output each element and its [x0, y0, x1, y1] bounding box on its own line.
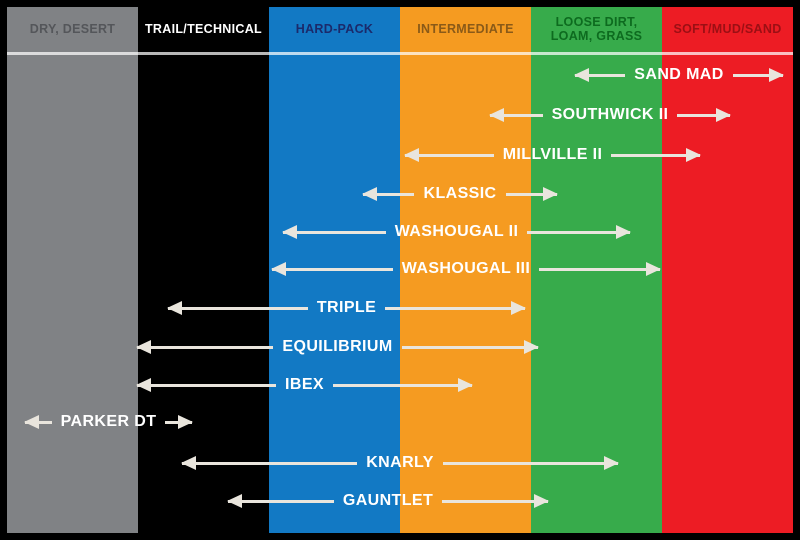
arrow-left-icon [490, 113, 543, 117]
terrain-column-trail-technical: TRAIL/TECHNICAL [138, 7, 269, 533]
terrain-header-loose-dirt: LOOSE DIRT, LOAM, GRASS [550, 14, 643, 43]
arrow-left-icon [168, 306, 308, 310]
arrow-right-icon [442, 499, 548, 503]
arrow-right-icon [332, 383, 473, 387]
header-divider [400, 52, 531, 55]
header-divider [662, 52, 793, 55]
arrow-right-icon [165, 420, 192, 424]
tire-range-row[interactable]: GAUNTLET [228, 488, 548, 514]
tire-range-row[interactable]: WASHOUGAL II [283, 219, 630, 245]
tire-model-label: EQUILIBRIUM [282, 338, 393, 355]
arrow-left-icon [272, 267, 393, 271]
tire-range-row[interactable]: SOUTHWICK II [490, 102, 731, 128]
tire-model-label: GAUNTLET [342, 492, 434, 509]
tire-model-label: IBEX [285, 376, 324, 393]
tire-model-label: TRIPLE [316, 299, 377, 316]
arrow-left-icon [575, 73, 626, 77]
arrow-left-icon [283, 230, 386, 234]
tire-range-row[interactable]: KLASSIC [363, 181, 557, 207]
tire-model-label: KLASSIC [423, 185, 497, 202]
arrow-left-icon [182, 461, 358, 465]
arrow-right-icon [401, 345, 538, 349]
arrow-right-icon [677, 113, 731, 117]
arrow-left-icon [137, 345, 274, 349]
header-divider [531, 52, 662, 55]
terrain-header-hard-pack: HARD-PACK [295, 21, 374, 36]
terrain-column-soft-mud-sand: SOFT/MUD/SAND [662, 7, 793, 533]
header-divider [7, 52, 138, 55]
tire-range-row[interactable]: EQUILIBRIUM [137, 334, 538, 360]
header-divider [138, 52, 269, 55]
arrow-left-icon [405, 153, 494, 157]
arrow-left-icon [228, 499, 334, 503]
terrain-header-trail-technical: TRAIL/TECHNICAL [145, 21, 262, 36]
terrain-column-dry-desert: DRY, DESERT [7, 7, 138, 533]
tire-model-label: MILLVILLE II [502, 146, 603, 163]
arrow-right-icon [732, 73, 784, 77]
arrow-left-icon [363, 192, 415, 196]
tire-range-row[interactable]: KNARLY [182, 450, 619, 476]
tire-model-label: PARKER DT [60, 413, 157, 430]
arrow-right-icon [505, 192, 557, 196]
tire-model-label: KNARLY [366, 454, 434, 471]
terrain-column-intermediate: INTERMEDIATE [400, 7, 531, 533]
arrow-right-icon [442, 461, 619, 465]
tire-model-label: SAND MAD [634, 66, 724, 83]
arrow-right-icon [527, 230, 630, 234]
tire-model-label: WASHOUGAL II [394, 223, 519, 240]
tire-range-row[interactable]: WASHOUGAL III [272, 256, 660, 282]
tire-model-label: SOUTHWICK II [551, 106, 669, 123]
arrow-left-icon [137, 383, 277, 387]
arrow-left-icon [25, 420, 52, 424]
tire-model-label: WASHOUGAL III [401, 260, 531, 277]
tire-range-row[interactable]: MILLVILLE II [405, 142, 701, 168]
arrow-right-icon [385, 306, 526, 310]
arrow-right-icon [539, 267, 660, 271]
terrain-header-soft-mud-sand: SOFT/MUD/SAND [673, 21, 782, 36]
tire-range-row[interactable]: PARKER DT [25, 409, 192, 435]
arrow-right-icon [611, 153, 701, 157]
header-divider [269, 52, 400, 55]
tire-range-row[interactable]: SAND MAD [575, 62, 784, 88]
terrain-header-intermediate: INTERMEDIATE [417, 21, 514, 36]
terrain-header-dry-desert: DRY, DESERT [29, 21, 116, 36]
tire-range-row[interactable]: TRIPLE [168, 295, 526, 321]
tire-range-row[interactable]: IBEX [137, 372, 473, 398]
